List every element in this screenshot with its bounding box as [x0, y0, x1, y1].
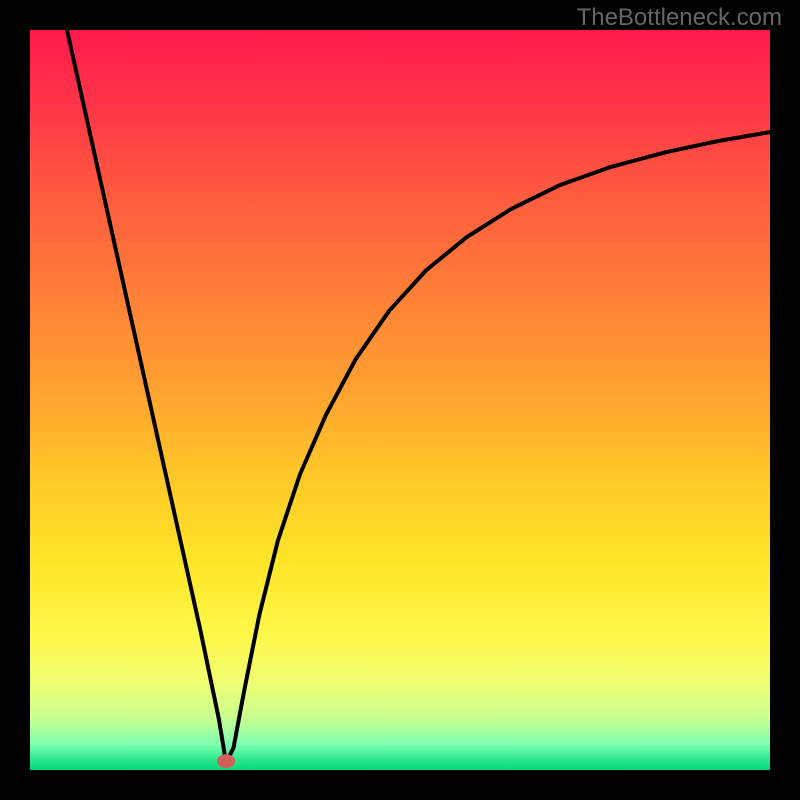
- chart-plot-area: [30, 30, 770, 770]
- minimum-marker: [217, 754, 235, 768]
- gradient-background: [30, 30, 770, 770]
- watermark-text: TheBottleneck.com: [577, 4, 782, 32]
- bottleneck-chart: [30, 30, 770, 770]
